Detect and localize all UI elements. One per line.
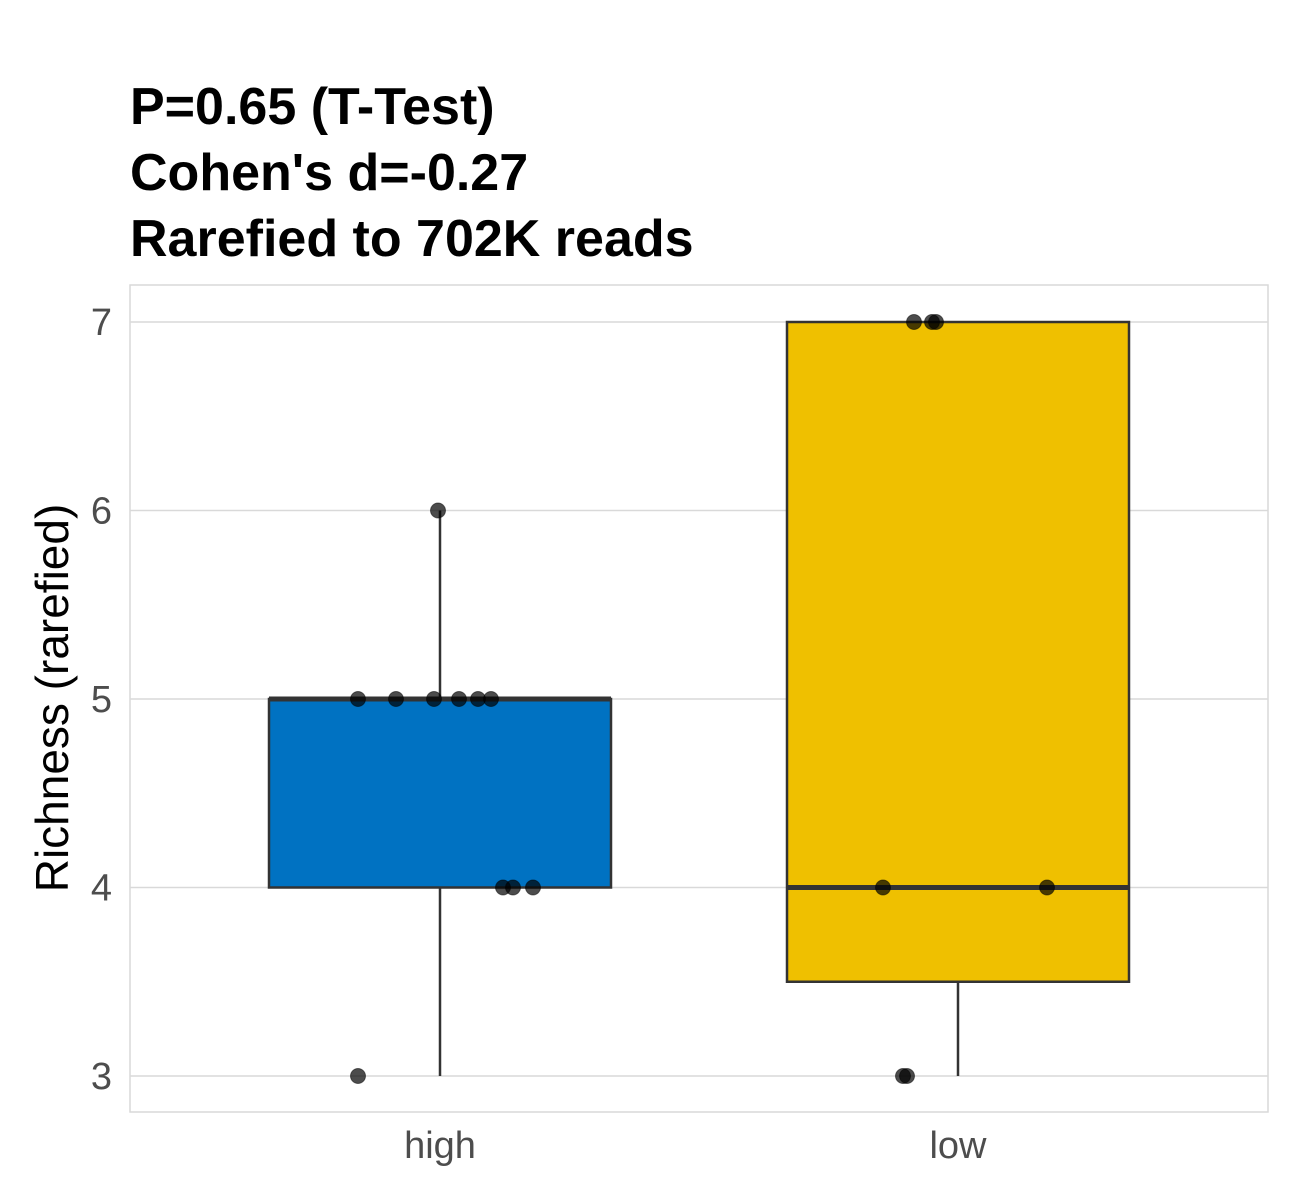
y-tick-label: 4 (91, 868, 112, 910)
chart-title: P=0.65 (T-Test) Cohen's d=-0.27 Rarefied… (130, 74, 694, 272)
title-line-1: P=0.65 (T-Test) (130, 78, 495, 136)
data-point (505, 879, 521, 896)
box-low (785, 320, 1131, 983)
y-tick-label: 5 (91, 679, 112, 721)
data-point (899, 1068, 915, 1084)
y-axis-label: Richness (rarefied) (26, 504, 78, 893)
x-tick-label: low (929, 1125, 987, 1167)
title-line-2: Cohen's d=-0.27 (130, 144, 529, 202)
data-point (875, 879, 891, 896)
box-high (267, 697, 613, 889)
data-point (483, 691, 499, 707)
data-point (525, 879, 541, 896)
y-tick-label: 6 (91, 491, 112, 533)
data-point (430, 502, 446, 519)
y-tick-label: 7 (91, 302, 112, 344)
data-point (1039, 879, 1055, 896)
data-point (451, 691, 467, 707)
data-point (350, 691, 366, 707)
x-tick-label: high (404, 1125, 476, 1167)
data-point (928, 314, 944, 330)
title-line-3: Rarefied to 702K reads (130, 210, 694, 268)
data-point (388, 691, 404, 707)
data-point (906, 314, 922, 330)
y-tick-label: 3 (91, 1056, 112, 1098)
data-point (350, 1068, 366, 1084)
data-point (426, 691, 442, 707)
